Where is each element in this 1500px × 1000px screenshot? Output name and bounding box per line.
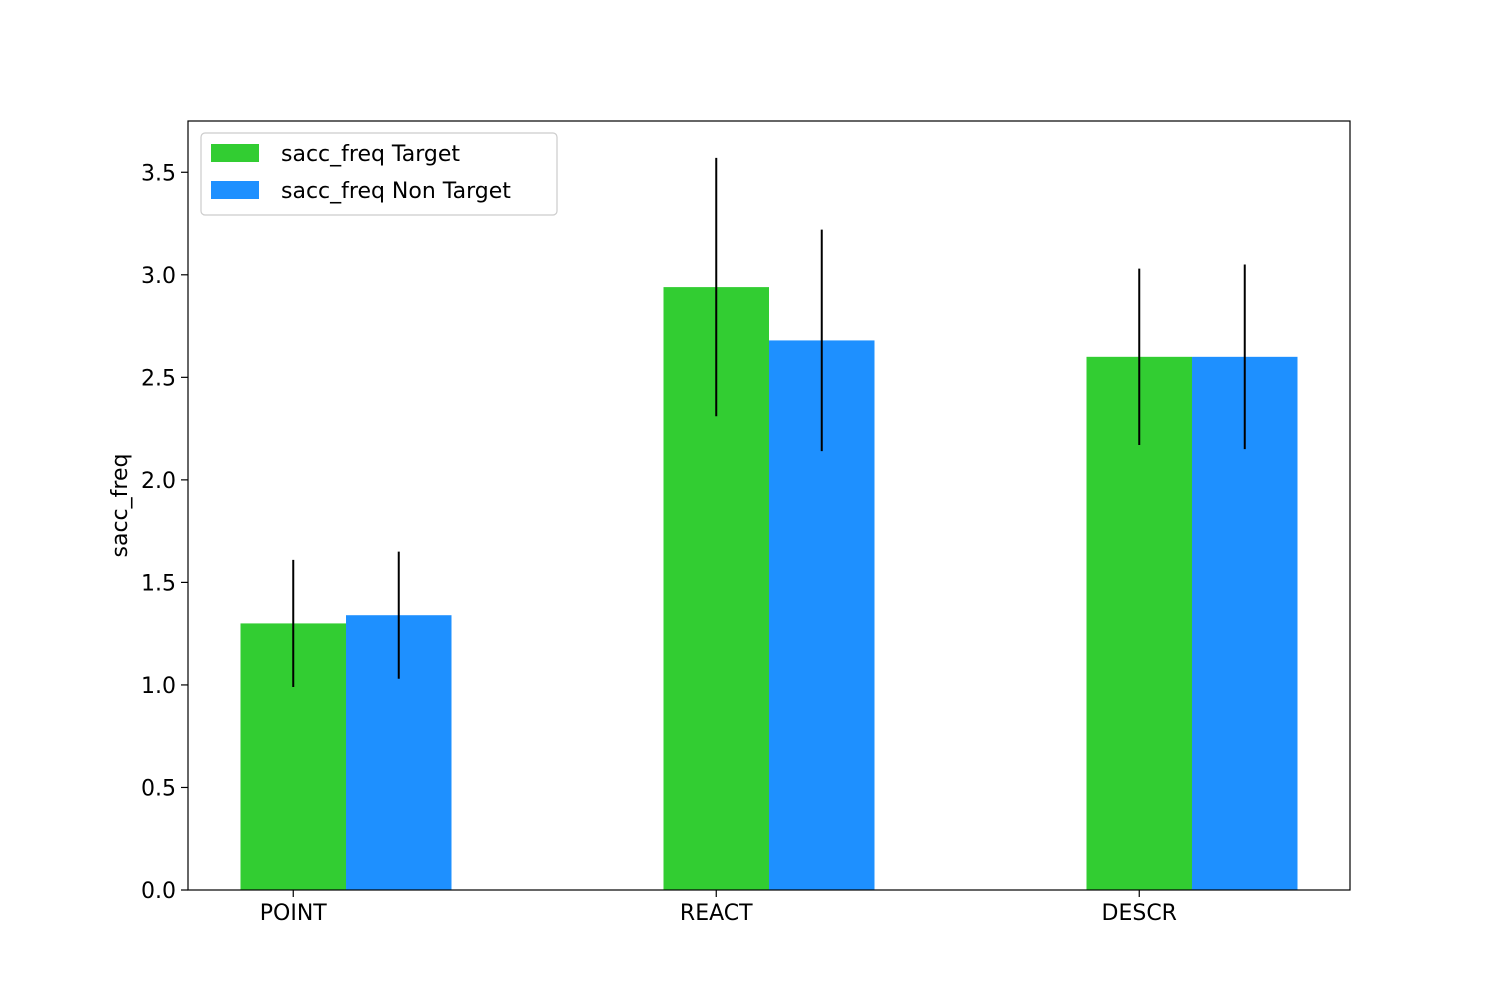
y-tick-label: 3.0: [141, 264, 176, 289]
x-tick-label-descr: DESCR: [1102, 901, 1177, 926]
bar-descr-series-1: [1086, 356, 1192, 890]
x-tick-label-react: REACT: [680, 901, 753, 926]
y-tick-label: 2.0: [141, 469, 176, 494]
y-axis: 0.0 0.5 1.0 1.5 2.0 2.5 3.0 3.5: [141, 161, 188, 904]
axes-frame: [187, 120, 1351, 891]
legend-label-2: sacc_freq Non Target: [281, 179, 511, 204]
y-tick-label: 3.5: [141, 161, 176, 186]
x-tick-label-point: POINT: [260, 901, 328, 926]
y-tick-label: 1.0: [141, 674, 176, 699]
error-bars-layer: [292, 157, 1246, 687]
legend-swatch-1: [211, 144, 259, 162]
legend-box: [200, 132, 558, 216]
legend-label-1: sacc_freq Target: [281, 142, 460, 167]
y-tick-label: 0.5: [141, 776, 176, 801]
x-axis: POINT REACT DESCR: [260, 890, 1177, 926]
y-tick-label: 1.5: [141, 571, 176, 596]
y-axis-label: sacc_freq: [108, 454, 133, 558]
legend: sacc_freq Target sacc_freq Non Target: [200, 132, 558, 216]
y-tick-label: 0.0: [141, 879, 176, 904]
bars-layer: [240, 287, 1298, 890]
legend-swatch-2: [211, 181, 259, 199]
y-tick-label: 2.5: [141, 366, 176, 391]
